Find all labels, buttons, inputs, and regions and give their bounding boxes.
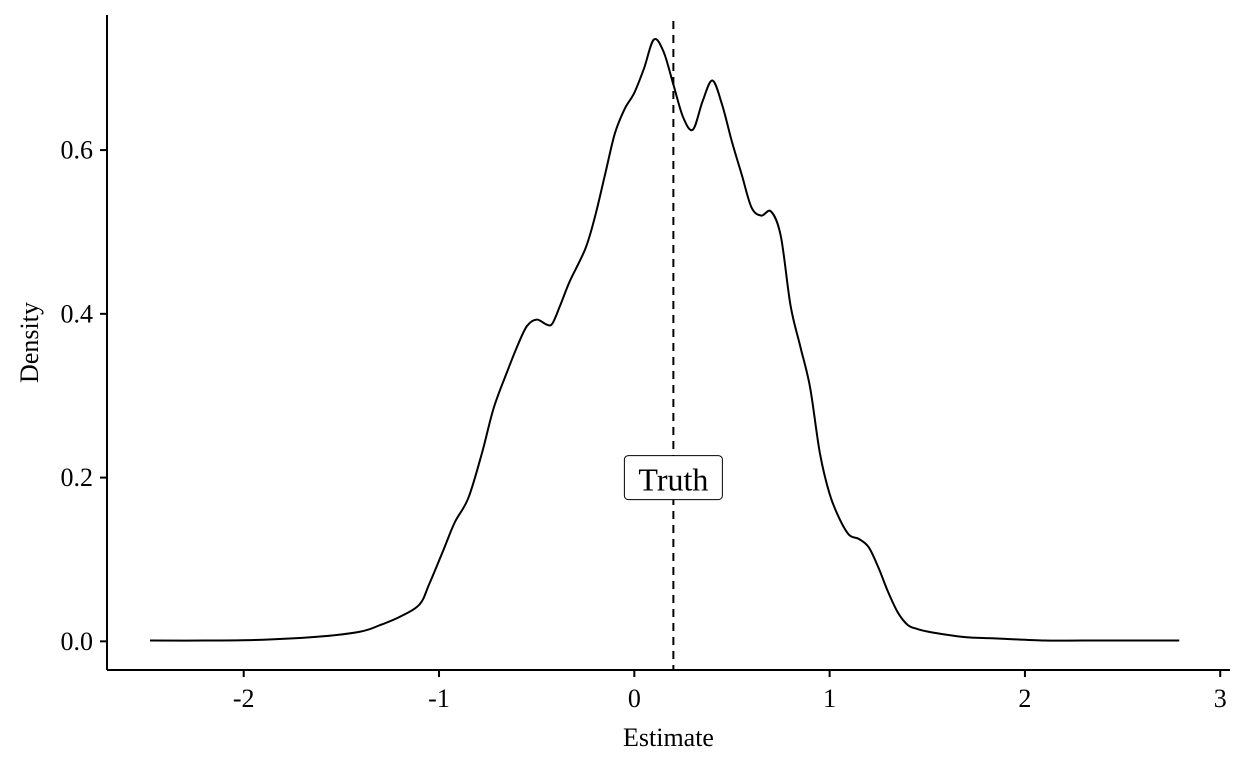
truth-label: Truth — [623, 455, 723, 501]
x-tick-label: 3 — [1214, 684, 1227, 713]
y-tick-label: 0.4 — [61, 299, 94, 328]
y-tick-label: 0.2 — [61, 463, 94, 492]
x-axis-ticks: -2 -1 0 1 2 3 — [233, 670, 1227, 713]
truth-label-box — [623, 455, 723, 501]
y-tick-label: 0.0 — [61, 627, 94, 656]
y-axis-ticks: 0.0 0.2 0.4 0.6 — [61, 136, 107, 656]
truth-label-text: Truth — [638, 462, 708, 498]
x-tick-label: 1 — [823, 684, 836, 713]
x-tick-label: 2 — [1018, 684, 1031, 713]
x-tick-label: -1 — [428, 684, 450, 713]
x-tick-label: 0 — [628, 684, 641, 713]
x-axis-title: Estimate — [623, 723, 714, 752]
y-tick-label: 0.6 — [61, 136, 94, 165]
axes — [106, 15, 1230, 671]
density-curve — [149, 37, 1180, 642]
x-tick-label: -2 — [233, 684, 255, 713]
y-axis-title: Density — [15, 302, 44, 383]
